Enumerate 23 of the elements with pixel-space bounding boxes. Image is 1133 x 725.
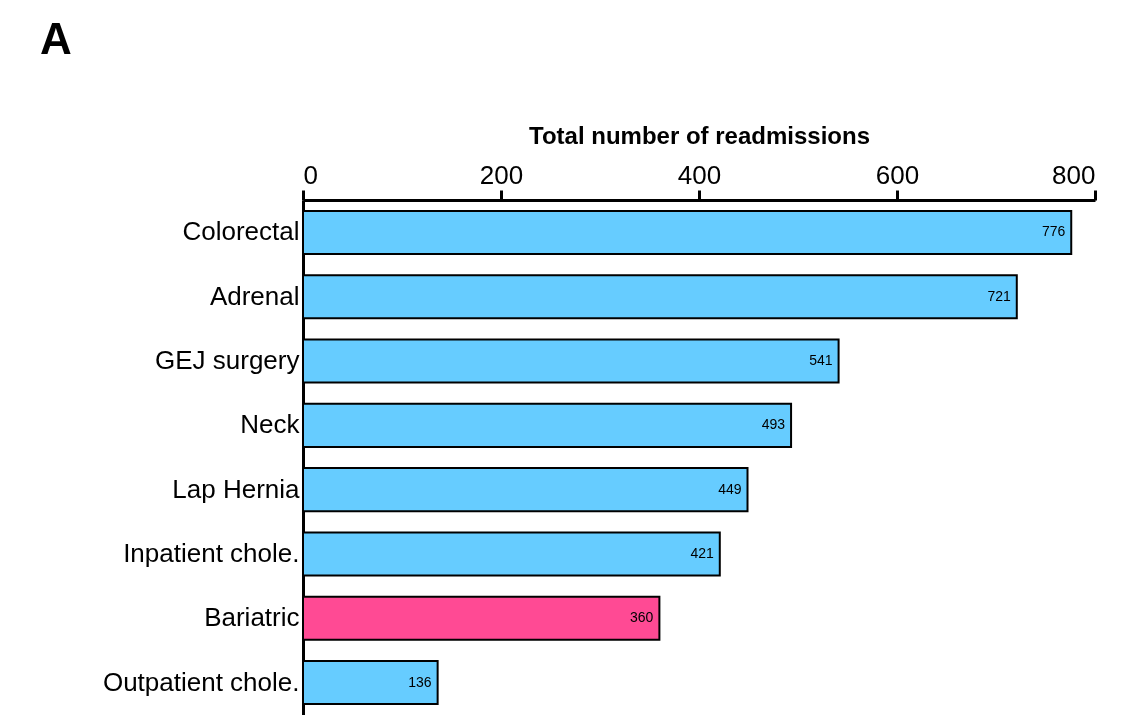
x-tick-label: 200 [479,159,524,190]
y-tick-label: Outpatient chole. [102,666,300,697]
y-tick-label: Adrenal [209,280,300,311]
y-tick-label: Bariatric [204,602,300,633]
x-tick-label: 800 [1052,159,1096,190]
x-tick-label: 0 [303,159,318,190]
data-label: 721 [987,287,1011,304]
y-tick-label: Neck [240,409,301,440]
y-tick-label: Lap Hernia [172,473,301,504]
text: A [40,14,72,64]
x-tick-label: 400 [677,159,722,190]
data-label: 493 [761,416,786,433]
data-label: 541 [809,352,833,369]
data-label: 360 [630,609,654,626]
data-label: 776 [1041,223,1066,240]
y-tick-label: GEJ surgery [155,345,300,376]
y-tick-label: Inpatient chole. [123,537,300,568]
x-tick-label: 600 [875,159,920,190]
data-label: 136 [408,673,432,690]
x-axis-title: Total number of readmissions [529,121,870,149]
data-label: 449 [718,480,742,497]
y-tick-label: Colorectal [182,216,300,247]
data-label: 421 [690,544,714,561]
